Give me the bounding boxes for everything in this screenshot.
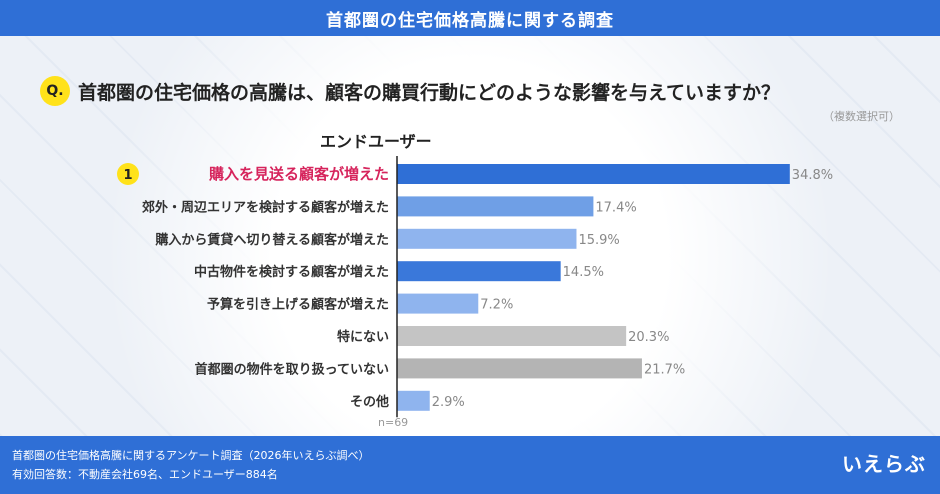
- question-badge: Q.: [40, 76, 70, 106]
- bar-4: [397, 261, 561, 282]
- multiple-choice-note: （複数選択可）: [823, 110, 900, 123]
- value-label-4: 14.5%: [563, 265, 604, 280]
- value-label-2: 17.4%: [595, 200, 636, 215]
- value-label-8: 2.9%: [432, 395, 465, 410]
- bar-1: [397, 164, 790, 184]
- category-label-2: 郊外・周辺エリアを検討する顧客が増えた: [142, 199, 389, 215]
- value-label-1: 34.8%: [792, 168, 833, 183]
- bar-5: [397, 293, 479, 314]
- category-label-6: 特にない: [337, 329, 389, 345]
- value-label-6: 20.3%: [628, 330, 669, 345]
- category-label-8: その他: [350, 394, 389, 410]
- category-label-3: 購入から賃貸へ切り替える顧客が増えた: [154, 232, 389, 248]
- bar-2: [397, 196, 594, 217]
- header-banner: 首都圏の住宅価格高騰に関する調査: [0, 0, 940, 36]
- value-label-7: 21.7%: [644, 362, 685, 377]
- category-label-1: 購入を見送る顧客が増えた: [208, 165, 389, 183]
- bar-7: [397, 358, 642, 379]
- bar-3: [397, 228, 577, 249]
- question-text: 首都圏の住宅価格の高騰は、顧客の購買行動にどのような影響を与えていますか？: [78, 81, 781, 104]
- footer-respondents: 有効回答数：不動産会社69名、エンドユーザー884名: [12, 468, 278, 481]
- category-label-7: 首都圏の物件を取り扱っていない: [195, 361, 389, 377]
- header-title: 首都圏の住宅価格高騰に関する調査: [326, 10, 614, 31]
- bar-chart: 購入を見送る顧客が増えた 34.8% 郊外・周辺エリアを検討する顧客が増えた 17.4…: [117, 156, 833, 429]
- ieraabu-logo: いえらぶ: [842, 452, 926, 476]
- rank-badge-circle: [117, 163, 139, 185]
- rank-badge-text: 1: [123, 168, 132, 183]
- value-label-5: 7.2%: [480, 298, 513, 313]
- footer: 首都圏の住宅価格高騰に関するアンケート調査（2026年いえらぶ調べ） 有効回答数…: [0, 436, 940, 494]
- sample-size-note: n=69: [378, 416, 408, 429]
- bar-6: [397, 326, 627, 346]
- footer-source: 首都圏の住宅価格高騰に関するアンケート調査（2026年いえらぶ調べ）: [12, 449, 370, 462]
- category-label-5: 予算を引き上げる顧客が増えた: [207, 297, 389, 313]
- category-label-4: 中古物件を検討する顧客が増えた: [194, 264, 389, 280]
- question: Q. 首都圏の住宅価格の高騰は、顧客の購買行動にどのような影響を与えていますか？: [40, 76, 920, 106]
- value-label-3: 15.9%: [578, 233, 619, 248]
- bar-8: [397, 390, 430, 411]
- segment-label: エンドユーザー: [320, 132, 432, 151]
